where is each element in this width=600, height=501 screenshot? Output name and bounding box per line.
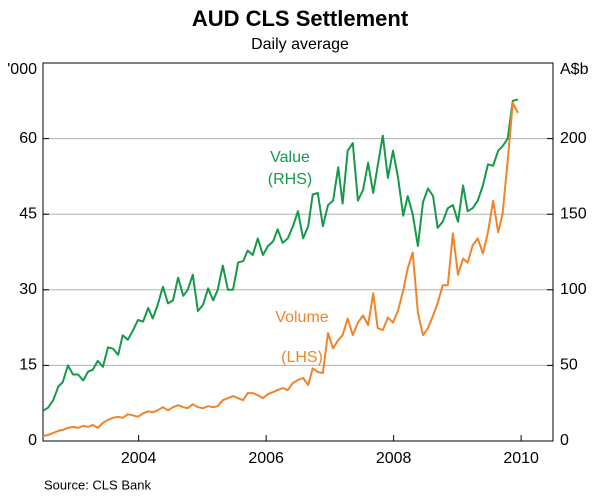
chart-subtitle: Daily average xyxy=(251,36,349,53)
y2-tick-label: 150 xyxy=(560,205,587,222)
y2-tick-label: 200 xyxy=(560,130,587,147)
series-line xyxy=(42,101,519,437)
x-tick-label: 2008 xyxy=(376,450,412,467)
y2-tick-label: 50 xyxy=(560,357,578,374)
y-tick-label: 60 xyxy=(19,130,37,147)
y-tick-label: 45 xyxy=(19,205,37,222)
annotation: (LHS) xyxy=(281,349,323,366)
legend-label: Volume xyxy=(275,309,328,326)
plot-frame xyxy=(42,62,554,442)
legend-label: Value xyxy=(270,149,310,166)
y-tick-label: 0 xyxy=(28,432,37,449)
y-tick-label: 15 xyxy=(19,357,37,374)
series-line xyxy=(42,98,519,412)
y-tick-label: 30 xyxy=(19,281,37,298)
source: Source: CLS Bank xyxy=(44,477,151,492)
y-unit: '000 xyxy=(7,61,37,78)
y2-tick-label: 100 xyxy=(560,281,587,298)
y2-tick-label: 0 xyxy=(560,432,569,449)
chart-title: AUD CLS Settlement xyxy=(192,6,409,31)
annotation: (RHS) xyxy=(268,171,312,188)
y2-unit: A$b xyxy=(560,61,589,78)
x-tick-label: 2004 xyxy=(121,450,157,467)
x-tick-label: 2010 xyxy=(503,450,539,467)
x-tick-label: 2006 xyxy=(248,450,284,467)
